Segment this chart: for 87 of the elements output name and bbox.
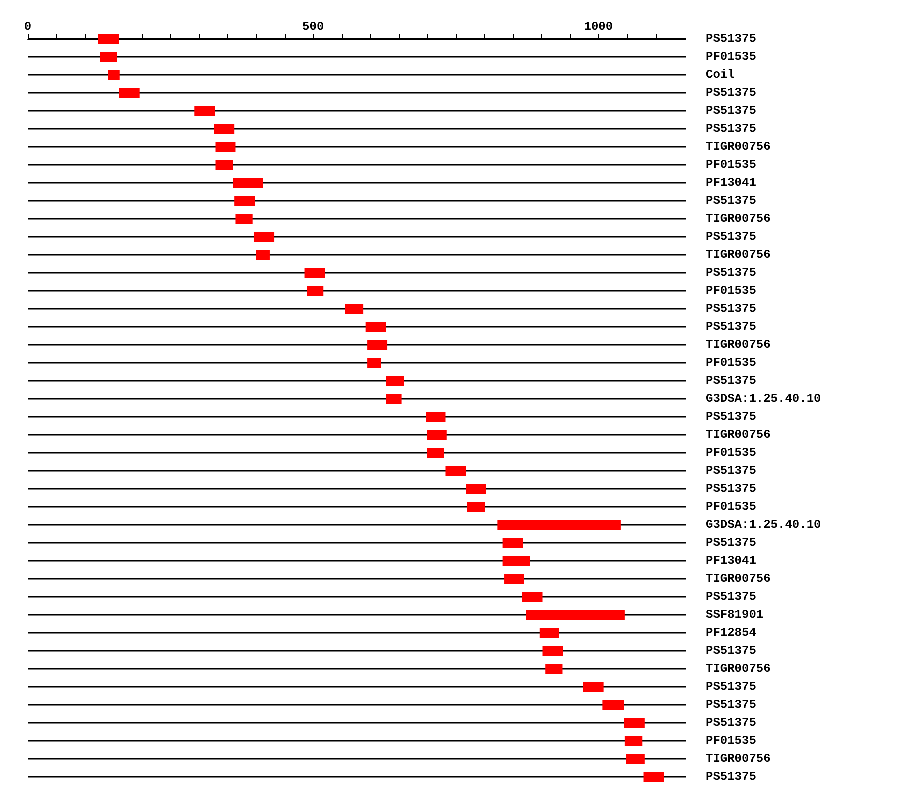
bar: [426, 412, 446, 422]
bar: [540, 628, 560, 638]
y-tick-label: PS51375: [706, 716, 756, 730]
bar: [194, 106, 216, 116]
bar: [256, 250, 270, 260]
y-tick-label: SSF81901: [706, 608, 764, 622]
y-tick-label: PF01535: [706, 50, 756, 64]
bar: [386, 376, 404, 386]
y-tick-label: PS51375: [706, 32, 756, 46]
x-tick-label: 0: [24, 20, 32, 34]
y-tick-label: PS51375: [706, 194, 756, 208]
y-tick-label: PF01535: [706, 734, 756, 748]
y-tick-label: TIGR00756: [706, 338, 771, 352]
bar: [236, 214, 253, 224]
bar: [626, 754, 645, 764]
bar: [368, 358, 382, 368]
bar: [466, 484, 486, 494]
y-tick-label: PS51375: [706, 482, 756, 496]
bar: [522, 592, 543, 602]
bar: [502, 538, 524, 548]
y-tick-label: G3DSA:1.25.40.10: [706, 392, 822, 406]
bar: [427, 448, 444, 458]
bar: [100, 52, 118, 62]
bar: [366, 322, 386, 332]
y-tick-label: PS51375: [706, 86, 756, 100]
y-tick-label: PF01535: [706, 284, 756, 298]
bar: [368, 340, 388, 350]
y-tick-label: PF13041: [706, 554, 756, 568]
bar: [624, 736, 643, 746]
bar: [345, 304, 364, 314]
bar: [446, 466, 466, 476]
y-tick-label: PF01535: [706, 446, 756, 460]
y-tick-label: PS51375: [706, 590, 756, 604]
y-tick-label: PS51375: [706, 680, 756, 694]
bar: [307, 286, 324, 296]
y-tick-label: PS51375: [706, 698, 756, 712]
bar: [583, 682, 604, 692]
bar: [254, 232, 275, 242]
y-tick-label: PF12854: [706, 626, 756, 640]
bar: [234, 196, 256, 206]
y-tick-label: PS51375: [706, 410, 756, 424]
y-tick-label: TIGR00756: [706, 752, 771, 766]
y-tick-label: PS51375: [706, 536, 756, 550]
x-tick-label: 1000: [584, 20, 614, 34]
bar: [546, 664, 563, 674]
bar: [498, 520, 621, 530]
bar: [467, 502, 486, 512]
y-tick-label: PS51375: [706, 266, 756, 280]
bar: [214, 124, 235, 134]
bar: [98, 34, 120, 44]
bar: [119, 88, 140, 98]
y-tick-label: TIGR00756: [706, 248, 771, 262]
y-tick-label: TIGR00756: [706, 212, 771, 226]
bar: [233, 178, 264, 188]
bar: [216, 160, 234, 170]
y-tick-label: TIGR00756: [706, 572, 771, 586]
y-tick-label: PS51375: [706, 374, 756, 388]
y-tick-label: PS51375: [706, 104, 756, 118]
x-tick-label: 500: [302, 20, 324, 34]
y-tick-label: PS51375: [706, 464, 756, 478]
bar: [216, 142, 236, 152]
y-tick-label: PS51375: [706, 644, 756, 658]
bar: [427, 430, 447, 440]
bar: [386, 394, 402, 404]
bar: [602, 700, 624, 710]
y-tick-label: TIGR00756: [706, 662, 771, 676]
y-tick-label: TIGR00756: [706, 428, 771, 442]
bar: [108, 70, 120, 80]
y-tick-label: PS51375: [706, 320, 756, 334]
bar: [526, 610, 625, 620]
bar: [504, 574, 524, 584]
y-tick-label: PS51375: [706, 230, 756, 244]
y-tick-label: Coil: [706, 68, 735, 82]
y-tick-label: PF01535: [706, 500, 756, 514]
y-tick-label: PF13041: [706, 176, 756, 190]
y-tick-label: PF01535: [706, 356, 756, 370]
y-tick-label: PS51375: [706, 122, 756, 136]
bar: [644, 772, 664, 782]
y-tick-label: TIGR00756: [706, 140, 771, 154]
y-tick-label: G3DSA:1.25.40.10: [706, 518, 822, 532]
bar: [542, 646, 564, 656]
y-tick-label: PS51375: [706, 770, 756, 784]
bar: [624, 718, 645, 728]
y-tick-label: PF01535: [706, 158, 756, 172]
bar: [502, 556, 530, 566]
y-tick-label: PS51375: [706, 302, 756, 316]
bar: [304, 268, 326, 278]
